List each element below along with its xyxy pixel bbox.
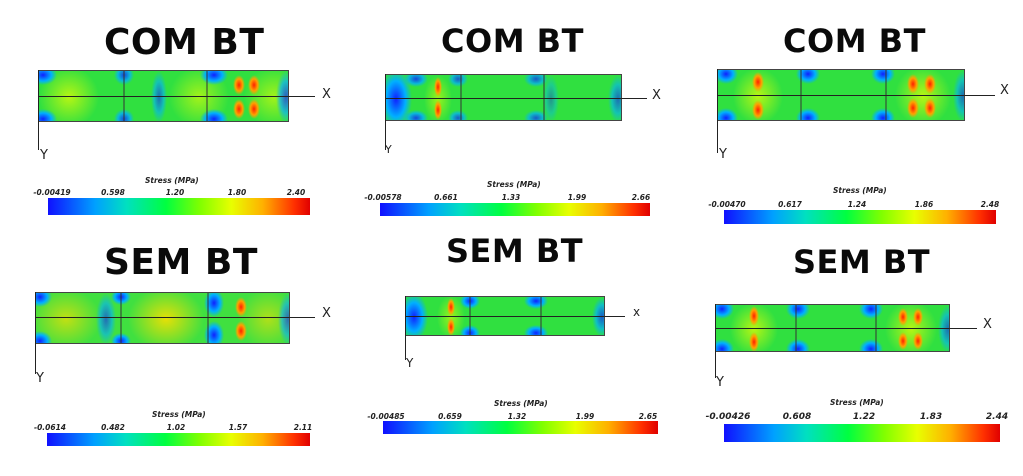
legend-tick: 2.65: [638, 412, 658, 421]
legend-tick: -0.00485: [367, 412, 405, 421]
stress-contour-beam: [385, 74, 622, 121]
x-axis-label: X: [652, 88, 661, 103]
legend-title: Stress (MPa): [145, 176, 199, 185]
legend-tick: -0.0614: [33, 423, 67, 432]
panel-title: SEM BT: [793, 243, 931, 281]
legend-tick: 2.40: [286, 188, 306, 197]
panel-title: SEM BT: [446, 232, 584, 270]
color-scale-bar: [724, 424, 1000, 442]
panel-title: COM BT: [104, 22, 265, 63]
x-axis-line: [405, 316, 625, 317]
y-axis-label: Y: [385, 143, 392, 156]
stress-contour-beam: [38, 70, 289, 122]
legend-tick: 1.83: [919, 412, 943, 422]
x-axis-label: X: [1000, 83, 1009, 98]
legend-tick: 1.86: [914, 200, 934, 209]
panel-title: SEM BT: [104, 242, 258, 283]
legend-tick: 1.80: [227, 188, 247, 197]
legend-tick: 1.33: [501, 193, 521, 202]
y-axis-line: [715, 304, 716, 378]
y-axis-line: [385, 74, 386, 150]
legend-tick: -0.00426: [705, 412, 751, 422]
legend-tick: 1.24: [847, 200, 867, 209]
legend-tick: 1.20: [165, 188, 185, 197]
x-axis-line: [715, 328, 977, 329]
panel-title: COM BT: [783, 22, 926, 60]
stress-contour-map: [39, 71, 288, 121]
legend-tick: 0.608: [782, 412, 812, 422]
legend-tick: 2.66: [631, 193, 651, 202]
color-scale-bar: [47, 433, 310, 446]
legend-tick: 0.482: [101, 423, 125, 432]
y-axis-line: [38, 70, 39, 150]
legend-tick: 2.48: [980, 200, 1000, 209]
y-axis-line: [717, 69, 718, 153]
legend-tick: 1.57: [228, 423, 248, 432]
legend-title: Stress (MPa): [152, 410, 206, 419]
legend-tick: 0.661: [434, 193, 458, 202]
legend-tick: -0.00470: [708, 200, 746, 209]
legend-tick: 2.44: [985, 412, 1009, 422]
legend-tick: 1.32: [507, 412, 527, 421]
stress-contour-map: [386, 75, 621, 120]
panel-title: COM BT: [441, 22, 584, 60]
color-scale-bar: [380, 203, 650, 216]
legend-tick: 0.617: [778, 200, 802, 209]
x-axis-line: [38, 96, 315, 97]
x-axis-label: X: [322, 87, 331, 102]
legend-tick: 1.99: [575, 412, 595, 421]
x-axis-label: X: [322, 306, 331, 321]
legend-tick: -0.00578: [364, 193, 402, 202]
legend-title: Stress (MPa): [487, 180, 541, 189]
legend-title: Stress (MPa): [830, 398, 884, 407]
x-axis-line: [35, 317, 315, 318]
y-axis-label: Y: [406, 356, 414, 370]
legend-tick: 1.99: [567, 193, 587, 202]
y-axis-label: Y: [40, 148, 48, 163]
color-scale-bar: [724, 210, 996, 224]
legend-tick: 0.598: [101, 188, 125, 197]
legend-title: Stress (MPa): [833, 186, 887, 195]
legend-tick: 0.659: [438, 412, 462, 421]
legend-tick: 2.11: [293, 423, 313, 432]
color-scale-bar: [383, 421, 658, 434]
y-axis-label: Y: [716, 375, 724, 390]
color-scale-bar: [48, 198, 310, 215]
x-axis-label: X: [983, 317, 992, 332]
legend-tick: -0.00419: [33, 188, 71, 197]
x-axis-label: x: [633, 305, 641, 319]
legend-tick: 1.02: [166, 423, 186, 432]
y-axis-label: Y: [36, 371, 44, 386]
y-axis-line: [35, 292, 36, 374]
stress-contour-beam: [35, 292, 290, 344]
y-axis-label: Y: [719, 147, 727, 162]
x-axis-line: [717, 95, 995, 96]
legend-tick: 1.22: [852, 412, 876, 422]
legend-title: Stress (MPa): [494, 399, 548, 408]
y-axis-line: [405, 296, 406, 360]
stress-contour-map: [36, 293, 289, 343]
x-axis-line: [385, 98, 647, 99]
